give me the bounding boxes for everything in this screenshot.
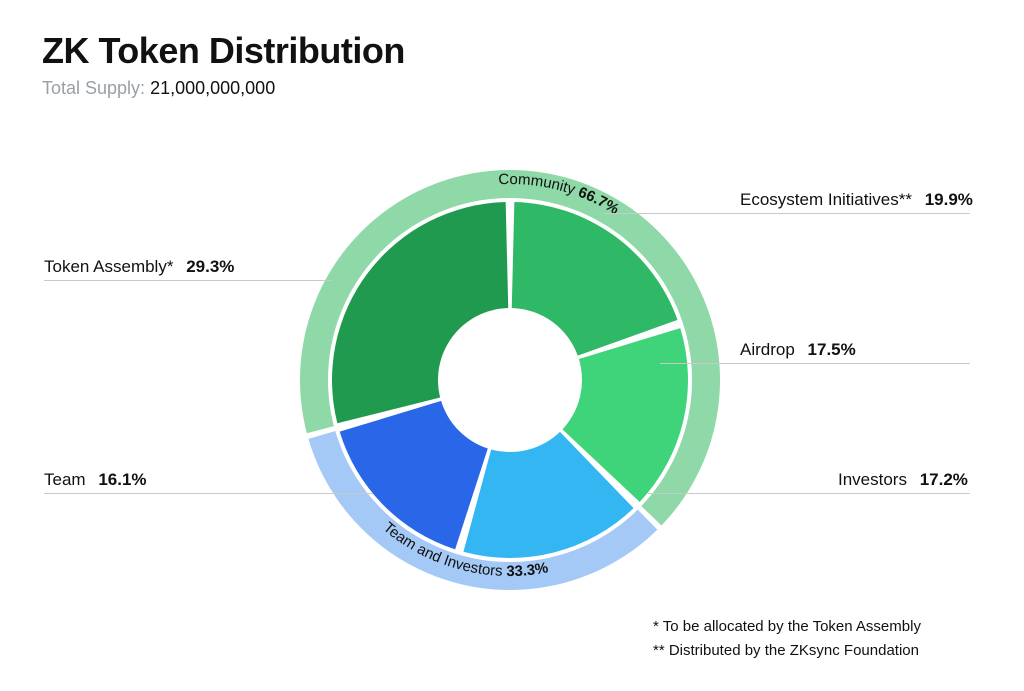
footnote-2: ** Distributed by the ZKsync Foundation bbox=[653, 642, 919, 659]
chart-page: ZK Token Distribution Total Supply: 21,0… bbox=[0, 0, 1024, 691]
label-assembly: Token Assembly* 29.3% bbox=[44, 257, 234, 277]
label-assembly-pct: 29.3% bbox=[186, 257, 234, 276]
label-investors-text: Investors bbox=[838, 470, 907, 489]
label-team-pct: 16.1% bbox=[98, 470, 146, 489]
label-team-text: Team bbox=[44, 470, 86, 489]
footnote-1: * To be allocated by the Token Assembly bbox=[653, 618, 921, 635]
leader-team bbox=[44, 493, 373, 494]
leader-airdrop bbox=[660, 363, 970, 364]
label-airdrop-pct: 17.5% bbox=[808, 340, 856, 359]
leader-investors bbox=[648, 493, 970, 494]
label-investors-pct: 17.2% bbox=[920, 470, 968, 489]
label-ecosystem: Ecosystem Initiatives** 19.9% bbox=[740, 190, 973, 210]
leader-ecosystem bbox=[604, 213, 970, 214]
label-team: Team 16.1% bbox=[44, 470, 147, 490]
leader-assembly bbox=[44, 280, 332, 281]
slice-ecosystem bbox=[512, 202, 678, 356]
label-assembly-text: Token Assembly* bbox=[44, 257, 173, 276]
donut-chart: Community 66.7%Team and Investors 33.3% bbox=[0, 0, 1024, 691]
label-ecosystem-text: Ecosystem Initiatives** bbox=[740, 190, 912, 209]
label-investors: Investors 17.2% bbox=[838, 470, 968, 490]
label-airdrop-text: Airdrop bbox=[740, 340, 795, 359]
label-ecosystem-pct: 19.9% bbox=[925, 190, 973, 209]
label-airdrop: Airdrop 17.5% bbox=[740, 340, 856, 360]
